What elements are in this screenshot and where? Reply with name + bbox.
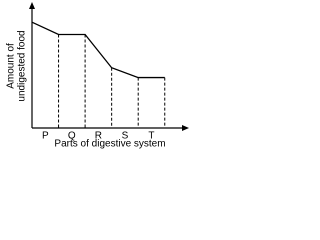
x-axis-label: Parts of digestive system <box>54 139 165 150</box>
x-axis-arrow <box>182 125 189 131</box>
y-axis-label: Amount of <box>6 43 17 89</box>
x-tick-label: Q <box>68 131 76 142</box>
y-axis-label: undigested food <box>17 30 28 101</box>
x-tick-label: P <box>42 131 49 142</box>
data-line <box>31 21 165 79</box>
x-tick-label: T <box>148 131 154 142</box>
y-axis-arrow <box>29 2 35 9</box>
x-tick-label: R <box>95 131 102 142</box>
chart: Amount of undigested food Parts of diges… <box>6 2 189 150</box>
x-tick-label: S <box>122 131 129 142</box>
